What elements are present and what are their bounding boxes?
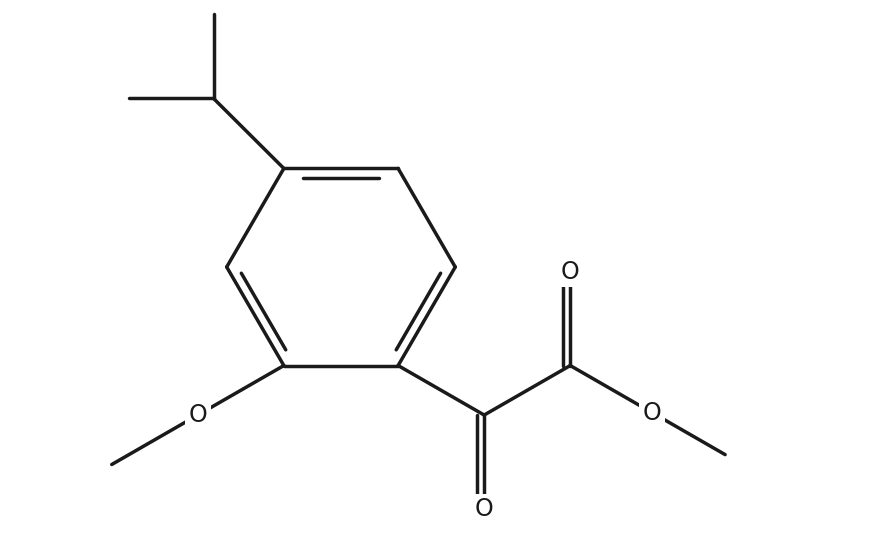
Text: O: O (560, 260, 580, 284)
Text: O: O (188, 403, 207, 427)
Text: O: O (643, 400, 661, 425)
Text: O: O (475, 497, 493, 521)
